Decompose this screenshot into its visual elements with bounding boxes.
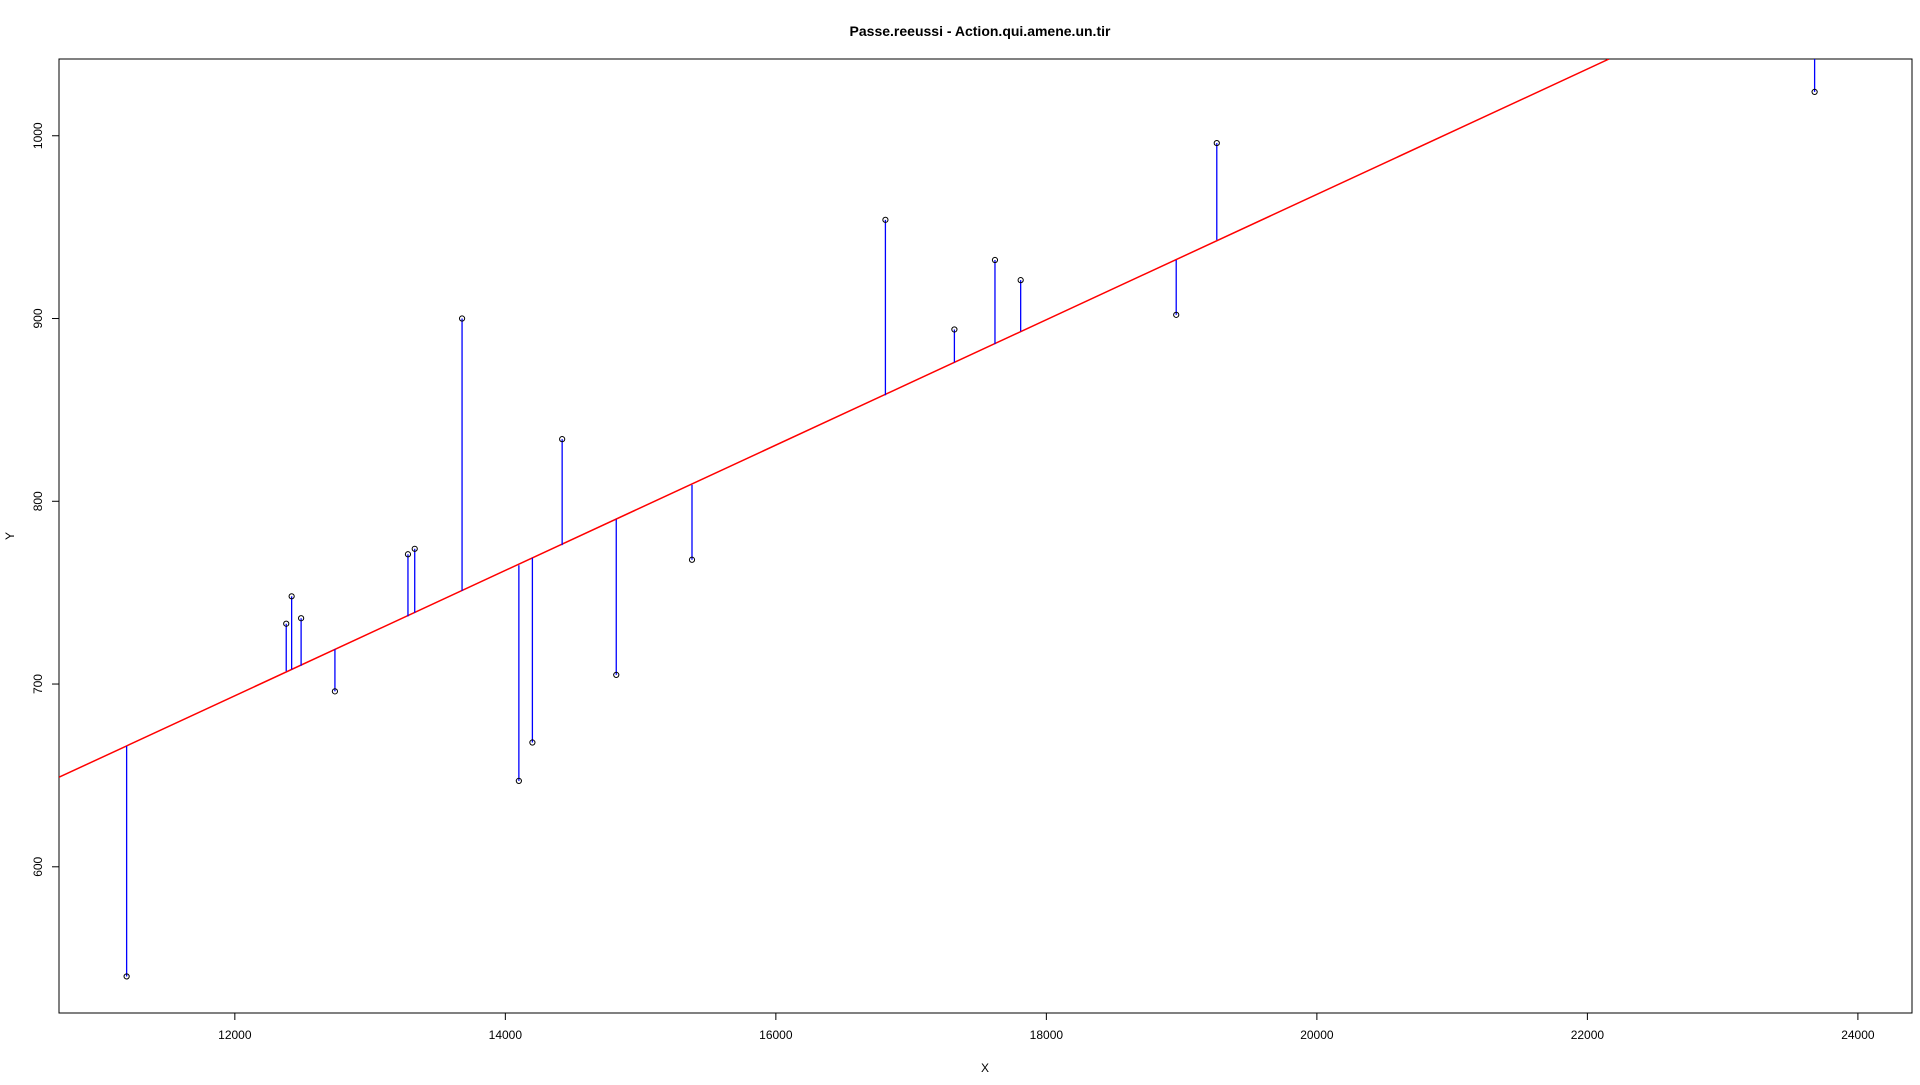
y-tick-label: 700 [31, 674, 45, 694]
data-point [458, 315, 466, 322]
x-tick-label: 16000 [759, 1028, 793, 1042]
x-tick-label: 22000 [1571, 1028, 1605, 1042]
data-point [283, 620, 290, 627]
y-tick-label: 1000 [31, 122, 45, 149]
data-point [951, 326, 958, 333]
data-point [331, 688, 339, 695]
y-tick-label: 900 [31, 308, 45, 328]
x-tick-label: 24000 [1841, 1028, 1875, 1042]
data-point [529, 739, 536, 746]
data-point [411, 545, 418, 552]
chart-title: Passe.reeussi - Action.qui.amene.un.tir [850, 23, 1111, 39]
x-axis-label: X [981, 1061, 989, 1075]
data-point [613, 671, 620, 678]
y-tick-label: 600 [31, 856, 45, 876]
data-point [882, 216, 889, 223]
x-tick-label: 18000 [1030, 1028, 1064, 1042]
x-tick-label: 14000 [489, 1028, 523, 1042]
data-point [298, 615, 305, 622]
plot-content [59, 59, 1818, 980]
data-point [1811, 88, 1818, 95]
data-point [515, 777, 522, 784]
x-tick-label: 20000 [1300, 1028, 1334, 1042]
x-axis: 12000 14000 16000 18000 20000 22000 24000 [218, 1013, 1875, 1042]
data-point [404, 551, 412, 558]
data-point [1173, 311, 1180, 318]
y-axis-label: Y [3, 532, 17, 540]
x-tick-label: 12000 [218, 1028, 252, 1042]
y-tick-label: 800 [31, 491, 45, 511]
data-point [288, 593, 295, 600]
data-point [1213, 139, 1220, 147]
data-point [688, 556, 696, 563]
data-point [559, 436, 566, 443]
regression-line [59, 59, 1610, 778]
data-point [123, 973, 130, 980]
data-point [991, 256, 999, 264]
plot-frame [58, 58, 1913, 1014]
data-point [1017, 277, 1024, 284]
y-axis: 600 700 800 900 1000 [31, 122, 59, 877]
